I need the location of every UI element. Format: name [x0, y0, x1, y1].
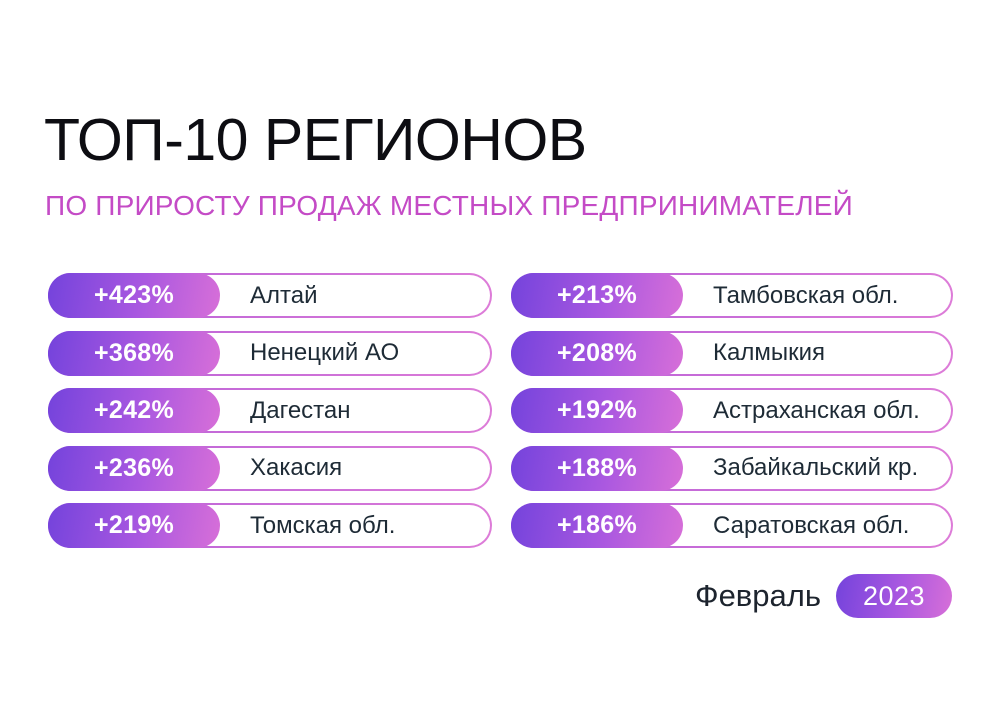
region-label: Ненецкий АО: [250, 339, 400, 366]
region-label: Забайкальский кр.: [713, 454, 919, 481]
region-row: Забайкальский кр. +188%: [511, 445, 953, 491]
region-label: Хакасия: [250, 454, 343, 481]
region-row: Дагестан +242%: [48, 388, 492, 433]
month-label: Февраль: [695, 578, 821, 613]
region-label: Калмыкия: [713, 339, 825, 366]
growth-badge: +236%: [48, 445, 220, 491]
period-footer: Февраль 2023: [695, 574, 952, 618]
regions-column-right: Тамбовская обл. +213% Калмыкия +208% Аст…: [511, 273, 953, 548]
growth-badge: +423%: [48, 273, 220, 318]
region-label: Дагестан: [250, 396, 351, 424]
year-badge: 2023: [836, 574, 952, 618]
region-label: Саратовская обл.: [713, 511, 910, 539]
region-label: Алтай: [250, 281, 318, 309]
growth-badge: +368%: [48, 330, 220, 376]
region-label: Томская обл.: [250, 511, 396, 539]
growth-badge: +242%: [48, 388, 220, 433]
page-subtitle: ПО ПРИРОСТУ ПРОДАЖ МЕСТНЫХ ПРЕДПРИНИМАТЕ…: [45, 190, 853, 221]
growth-badge: +208%: [511, 330, 683, 376]
region-label: Тамбовская обл.: [713, 281, 899, 309]
growth-badge: +213%: [511, 273, 683, 318]
region-row: Хакасия +236%: [48, 445, 492, 491]
region-row: Калмыкия +208%: [511, 330, 953, 376]
growth-badge: +219%: [48, 503, 220, 548]
growth-badge: +192%: [511, 388, 683, 433]
region-row: Алтай +423%: [48, 273, 492, 318]
growth-badge: +186%: [511, 503, 683, 548]
region-label: Астраханская обл.: [713, 396, 920, 424]
region-row: Астраханская обл. +192%: [511, 388, 953, 433]
page-title: ТОП-10 РЕГИОНОВ: [44, 107, 587, 173]
region-row: Томская обл. +219%: [48, 503, 492, 548]
regions-column-left: Алтай +423% Ненецкий АО +368% Дагестан +…: [48, 273, 492, 548]
region-row: Тамбовская обл. +213%: [511, 273, 953, 318]
region-row: Саратовская обл. +186%: [511, 503, 953, 548]
growth-badge: +188%: [511, 445, 683, 491]
region-row: Ненецкий АО +368%: [48, 330, 492, 376]
